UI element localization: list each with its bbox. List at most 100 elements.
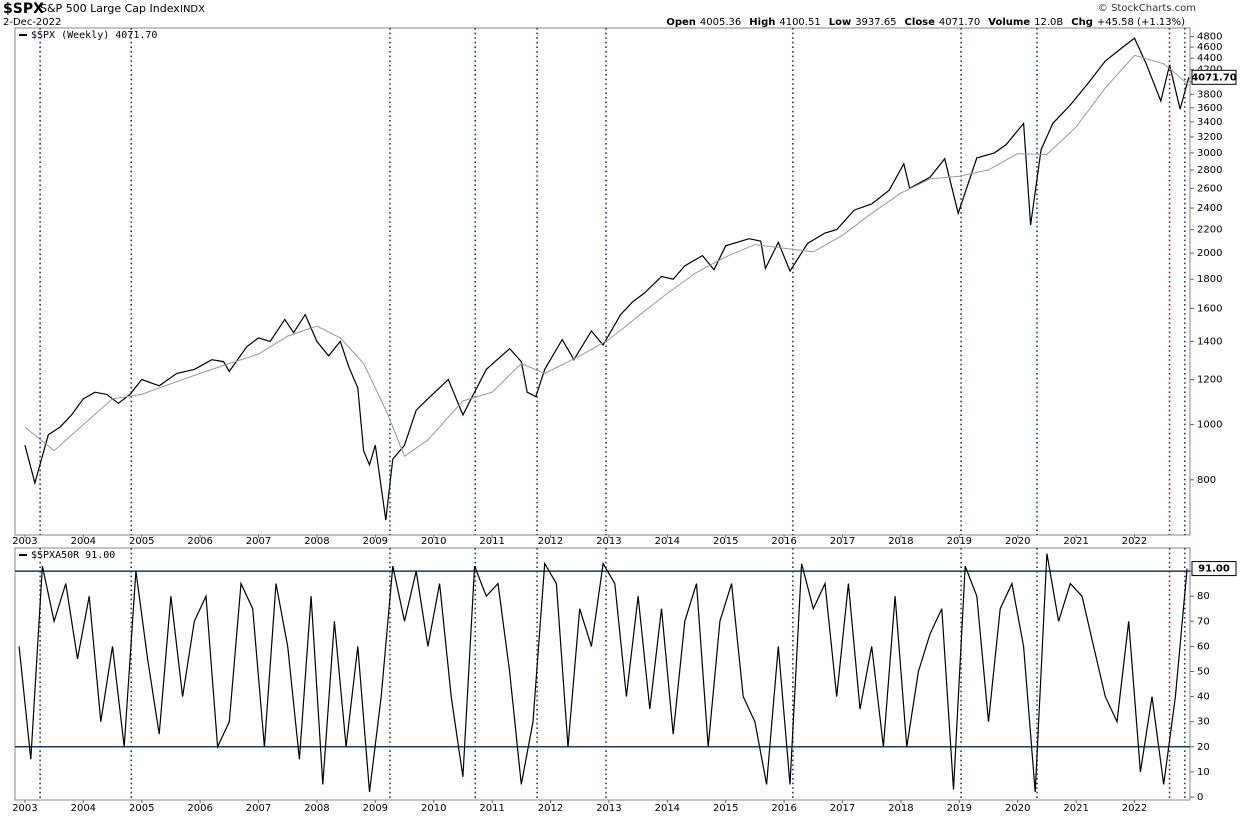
symbol: $SPX [3, 1, 44, 17]
copyright: © StockCharts.com [1098, 3, 1196, 14]
quote-value: 4100.51 [779, 17, 820, 28]
x-tick-label: 2019 [947, 803, 972, 814]
x-tick-label: 2022 [1122, 803, 1147, 814]
exchange: INDX [180, 4, 205, 15]
y-tick-label: 1800 [1197, 274, 1222, 285]
series-line [24, 37, 1190, 521]
x-tick-label: 2008 [304, 536, 329, 547]
last-value-box [1191, 561, 1237, 577]
x-tick-label: 2009 [363, 803, 388, 814]
symbol-name: S&P 500 Large Cap Index [40, 2, 180, 15]
x-tick-label: 2003 [12, 536, 37, 547]
y-tick-label: 1600 [1197, 303, 1222, 314]
quote-label: Low [829, 17, 851, 28]
x-tick-label: 2019 [947, 536, 972, 547]
x-tick-label: 2004 [71, 536, 96, 547]
y-tick-label: 1400 [1197, 336, 1222, 347]
y-tick-label: 3000 [1197, 148, 1222, 159]
plot-frame [14, 547, 1191, 801]
legend-entry: $SPX (Weekly) 4071.70 [31, 30, 157, 41]
x-tick-label: 2004 [71, 803, 96, 814]
x-tick-label: 2014 [655, 803, 680, 814]
y-tick-label: 2800 [1197, 165, 1222, 176]
legend-name: $SPXA50R [31, 550, 80, 561]
y-tick-label: 50 [1197, 666, 1210, 677]
x-tick-label: 2012 [538, 536, 563, 547]
x-tick-label: 2016 [771, 536, 796, 547]
x-tick-label: 2012 [538, 803, 563, 814]
y-tick-label: 800 [1197, 475, 1216, 486]
y-tick-label: 4600 [1197, 42, 1222, 53]
x-tick-label: 2015 [713, 803, 738, 814]
x-tick-label: 2018 [888, 803, 913, 814]
date: 2-Dec-2022 [3, 17, 61, 28]
quote-value: +45.58 (+1.13%) [1097, 17, 1185, 28]
last-value-label: 4071.70 [1191, 72, 1237, 83]
series-line [24, 54, 1190, 457]
y-tick-label: 3800 [1197, 89, 1222, 100]
quote-value: 3937.65 [855, 17, 896, 28]
x-tick-label: 2006 [187, 803, 212, 814]
x-tick-label: 2005 [129, 803, 154, 814]
y-tick-label: 2200 [1197, 225, 1222, 236]
legend-last: 4071.70 [115, 30, 157, 41]
y-tick-label: 1000 [1197, 420, 1222, 431]
x-tick-label: 2010 [421, 536, 446, 547]
legend-last: 91.00 [85, 550, 115, 561]
y-tick-label: 0 [1197, 792, 1203, 803]
quote-value: 4071.70 [939, 17, 980, 28]
quote-value: 12.0B [1034, 17, 1063, 28]
series-line [18, 553, 1188, 793]
y-tick-label: 20 [1197, 742, 1210, 753]
y-tick-label: 2400 [1197, 203, 1222, 214]
y-tick-label: 3400 [1197, 117, 1222, 128]
x-tick-label: 2011 [479, 803, 504, 814]
x-tick-label: 2017 [830, 536, 855, 547]
quote-label: Close [905, 17, 936, 28]
x-tick-label: 2015 [713, 536, 738, 547]
last-value-box [1191, 69, 1237, 85]
y-tick-label: 40 [1197, 692, 1210, 703]
x-tick-label: 2005 [129, 536, 154, 547]
legend-name: $SPX (Weekly) [31, 30, 109, 41]
y-tick-label: 4400 [1197, 53, 1222, 64]
x-tick-label: 2020 [1005, 803, 1030, 814]
quote-label: Open [666, 17, 696, 28]
x-tick-label: 2013 [596, 536, 621, 547]
quote-label: High [749, 17, 775, 28]
y-tick-label: 2600 [1197, 183, 1222, 194]
x-tick-label: 2016 [771, 803, 796, 814]
x-tick-label: 2021 [1063, 536, 1088, 547]
quote-label: Chg [1071, 17, 1093, 28]
y-tick-label: 80 [1197, 591, 1210, 602]
x-tick-label: 2007 [246, 536, 271, 547]
y-tick-label: 2000 [1197, 248, 1222, 259]
y-tick-label: 30 [1197, 717, 1210, 728]
x-tick-label: 2003 [12, 803, 37, 814]
y-tick-label: 70 [1197, 616, 1210, 627]
x-tick-label: 2010 [421, 803, 446, 814]
y-tick-label: 10 [1197, 767, 1210, 778]
x-tick-label: 2006 [187, 536, 212, 547]
x-tick-label: 2014 [655, 536, 680, 547]
quote: Open 4005.36 High 4100.51 Low 3937.65 Close 407… [666, 17, 1185, 28]
y-tick-label: 60 [1197, 641, 1210, 652]
x-tick-label: 2011 [479, 536, 504, 547]
plot-frame [14, 27, 1191, 536]
last-value-label: 91.00 [1198, 564, 1230, 575]
x-tick-label: 2008 [304, 803, 329, 814]
x-tick-label: 2009 [363, 536, 388, 547]
x-tick-label: 2017 [830, 803, 855, 814]
quote-label: Volume [988, 17, 1030, 28]
y-tick-label: 3200 [1197, 132, 1222, 143]
y-tick-label: 1200 [1197, 375, 1222, 386]
x-tick-label: 2020 [1005, 536, 1030, 547]
x-tick-label: 2007 [246, 803, 271, 814]
x-tick-label: 2018 [888, 536, 913, 547]
y-tick-label: 3600 [1197, 103, 1222, 114]
quote-value: 4005.36 [700, 17, 741, 28]
x-tick-label: 2021 [1063, 803, 1088, 814]
legend-entry: $SPXA50R 91.00 [31, 550, 115, 561]
